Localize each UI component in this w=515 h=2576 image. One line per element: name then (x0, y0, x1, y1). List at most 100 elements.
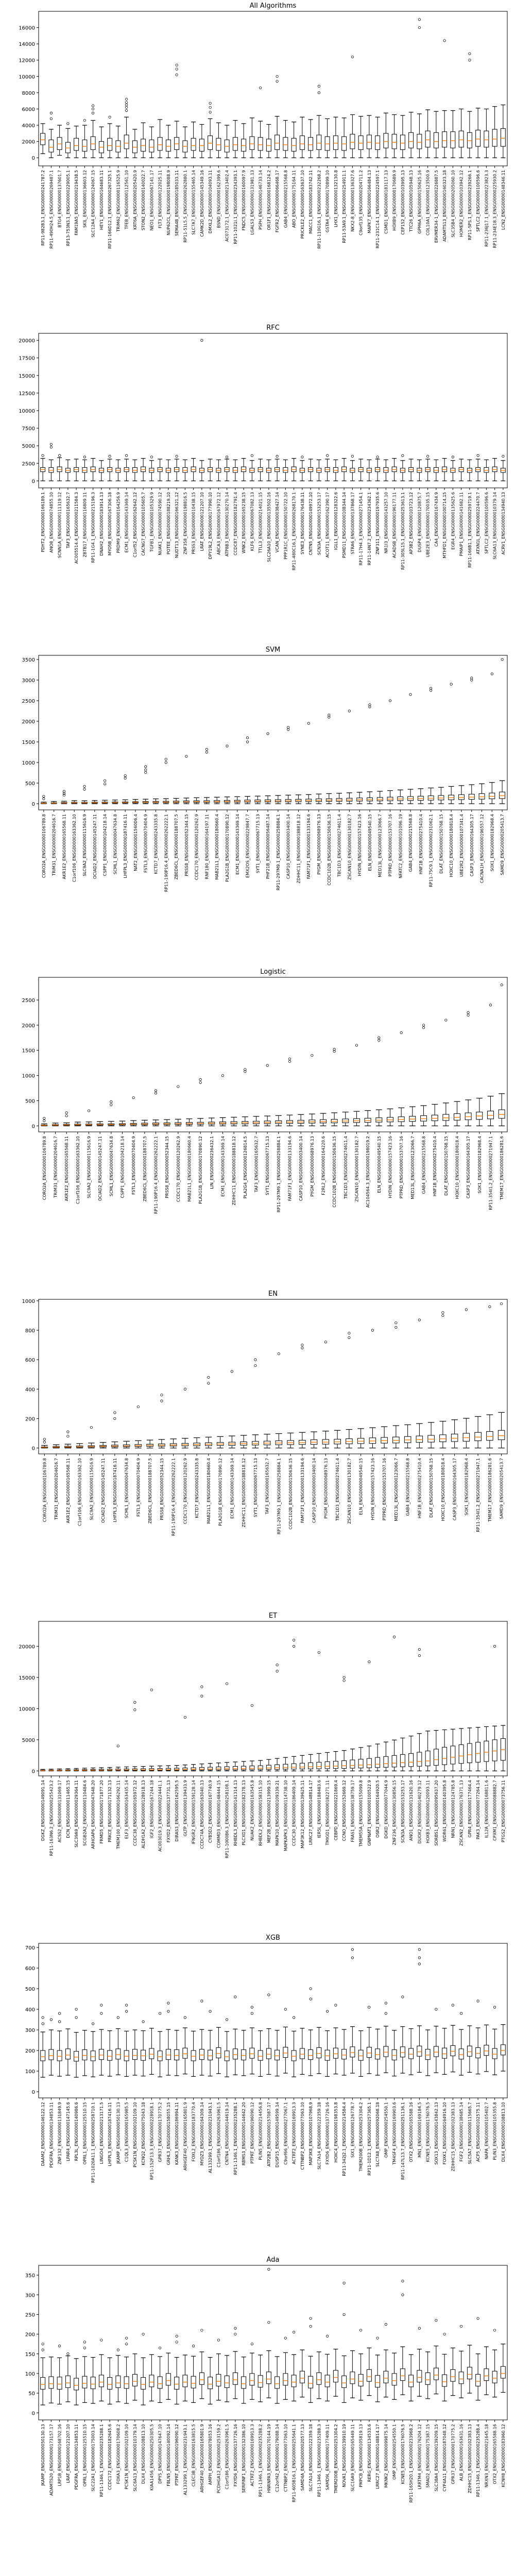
box (157, 2050, 163, 2061)
x-tick-label: DLAT_ENSG00000150768.15 (439, 814, 443, 874)
box (341, 2049, 347, 2060)
x-tick-label: SOX1_ENSG00000182968.4 (464, 1458, 469, 1515)
x-tick-label: ZSCAN10_ENSG00000130182.7 (347, 814, 352, 880)
x-tick-label: NEO1_ENSG00000067141.17 (149, 170, 154, 230)
x-tick-label: GPM6A_ENSG00000150625.16 (417, 170, 422, 234)
outlier-point (376, 455, 379, 459)
x-tick-label: NAT2_ENSG00000156006.4 (133, 814, 138, 871)
box (299, 2048, 305, 2059)
outlier-point (175, 73, 178, 76)
outlier-point (489, 1004, 492, 1007)
box (324, 136, 330, 151)
outlier-point (110, 1103, 113, 1106)
x-tick-label: SAMD9L_ENSG00000177409.11 (325, 2424, 330, 2490)
box (232, 1766, 238, 1770)
box (191, 2050, 196, 2061)
x-tick-label: TTC26_ENSG00000105948.13 (409, 170, 414, 232)
box (48, 2049, 54, 2060)
outlier-point (418, 1962, 421, 1965)
x-tick-label: MAPK10_ENSG00000109339.21 (275, 1780, 280, 1846)
box (499, 791, 506, 799)
box (40, 2050, 46, 2061)
y-tick-label: 5000 (22, 1738, 35, 1743)
x-tick-label: PRSS8_ENSG00000052344.15 (184, 814, 189, 876)
x-tick-label: SEMA4B_ENSG00000185033.11 (175, 170, 179, 236)
box (40, 133, 46, 145)
x-tick-label: CCDC172_ENSG00000182645.6 (108, 2424, 112, 2490)
x-tick-label: PLA2G1B_ENSG00000170890.12 (198, 1136, 203, 1204)
box (216, 1767, 221, 1771)
y-tick-label: 2000 (22, 719, 35, 725)
x-tick-label: CSPP1_ENSG00000104218.14 (121, 1136, 125, 1198)
y-tick-label: 1000 (22, 1074, 35, 1079)
x-tick-label: SAMD9_ENSG00000205413.7 (500, 814, 505, 875)
y-tick-label: 1500 (22, 740, 35, 745)
x-tick-label: HOXC10_ENSG00000180818.4 (441, 1458, 445, 1521)
outlier-point (422, 1026, 425, 1029)
x-tick-label: C9orf66_ENSG00000277067.1 (283, 2102, 288, 2165)
outlier-point (58, 2020, 61, 2023)
box (333, 2047, 338, 2059)
outlier-point (65, 1111, 68, 1114)
x-tick-label: MYO5B_ENSG00000167306.18 (108, 492, 112, 555)
y-tick-label: 100 (25, 2371, 35, 2377)
outlier-point (144, 768, 147, 772)
x-tick-label: ZSCAN10_ENSG00000130182.7 (347, 1458, 352, 1524)
outlier-point (205, 748, 209, 751)
x-tick-label: SLC16A9_ENSG00000165449.11 (350, 2424, 355, 2492)
outlier-point (435, 2319, 438, 2322)
chart-panel: Ada 0 50 100 150 200 250 300 350 JKAMP_ENSG000000… (25, 2256, 508, 2502)
plot-frame (38, 2265, 508, 2420)
outlier-point (234, 1995, 237, 1998)
box (433, 1749, 439, 1766)
outlier-point (288, 1060, 291, 1063)
x-tick-label: CTTNBP2_ENSG00000077063.10 (300, 2102, 305, 2170)
x-tick-label: RP11-1346.1_ENSG00000235288.3 (317, 2424, 321, 2497)
box (241, 1766, 247, 1770)
box (433, 2046, 439, 2057)
box (232, 137, 238, 151)
outlier-point (359, 2329, 363, 2332)
outlier-point (444, 1019, 448, 1022)
box (149, 2375, 154, 2387)
y-tick-label: 200 (25, 1416, 35, 1422)
box (486, 1431, 493, 1441)
x-tick-label: ATXN1L_ENSG00000224470.7 (476, 492, 480, 554)
x-tick-label: ACRV1_ENSG00000134940.13 (501, 492, 506, 555)
outlier-point (87, 1109, 91, 1112)
outlier-point (441, 1311, 444, 1314)
outlier-point (287, 726, 290, 729)
box (467, 2045, 472, 2057)
y-tick-label: 20000 (19, 1644, 35, 1650)
box (208, 2377, 213, 2389)
box (316, 2047, 322, 2058)
x-tick-label: PLCXD1_ENSG00000182378.13 (242, 1780, 246, 1845)
x-tick-label: HEY1_ENSG00000164683.11 (99, 170, 104, 230)
x-tick-label: RERG_ENSG00000134533.6 (367, 2424, 372, 2482)
y-tick-label: 0 (32, 802, 35, 807)
x-tick-label: UBE2E3_ENSG00000170035.15 (426, 492, 431, 557)
x-tick-label: HNF1B_ENSG00000275410.4 (419, 814, 423, 874)
outlier-point (342, 1679, 346, 1682)
x-tick-label: EGR4_ENSG00000135625.6 (451, 492, 455, 550)
outlier-point (317, 1651, 320, 1654)
outlier-point (226, 2018, 229, 2021)
x-tick-label: RBMS3_ENSG00000144642.20 (242, 2102, 246, 2165)
x-tick-label: RP11-234E18.3_ENSG00000225930.2 (493, 170, 497, 248)
box (216, 2047, 221, 2058)
box (124, 2376, 129, 2389)
x-tick-label: C1QL3_ENSG00000165985.5 (125, 2102, 129, 2162)
box (425, 2372, 431, 2385)
outlier-point (49, 117, 53, 121)
x-tick-label: PDHT2_ENSG00000166189.1 (41, 492, 45, 552)
outlier-point (159, 2346, 162, 2349)
outlier-point (167, 2002, 170, 2005)
outlier-point (142, 2020, 145, 2023)
outlier-point (284, 2336, 287, 2340)
outlier-point (309, 2325, 312, 2328)
outlier-point (177, 1085, 180, 1088)
outlier-point (58, 454, 61, 457)
x-tick-label: ACTRT2_ENSG00000169913.3 (250, 2424, 254, 2486)
box (375, 1757, 381, 1768)
box (82, 2376, 88, 2388)
